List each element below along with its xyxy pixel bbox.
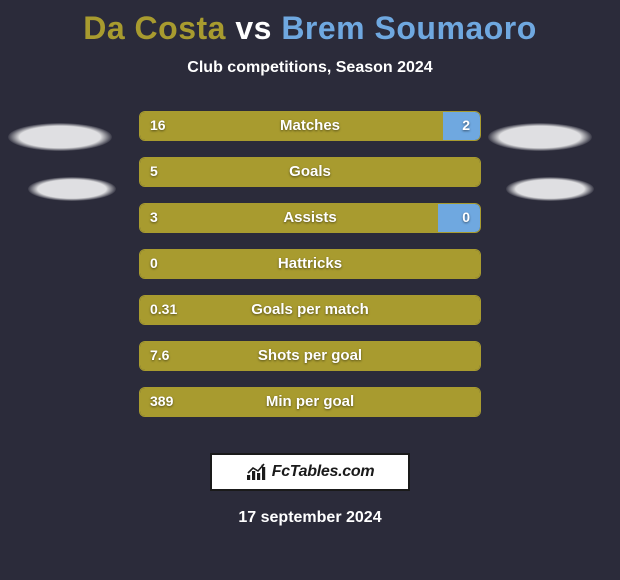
site-badge-text: FcTables.com (272, 463, 375, 481)
stat-label: Shots per goal (140, 342, 480, 369)
site-badge[interactable]: FcTables.com (210, 453, 410, 491)
player2-name: Brem Soumaoro (281, 10, 536, 46)
stat-row: 389Min per goal (139, 387, 481, 417)
player1-name: Da Costa (83, 10, 226, 46)
stats-area: 162Matches 5Goals 30Assists 0Hattricks 0.31G… (0, 111, 620, 431)
subtitle: Club competitions, Season 2024 (0, 59, 620, 77)
chart-icon (246, 463, 268, 481)
stat-label: Goals per match (140, 296, 480, 323)
stat-row: 5Goals (139, 157, 481, 187)
stat-label: Goals (140, 158, 480, 185)
stat-label: Hattricks (140, 250, 480, 277)
stat-label: Assists (140, 204, 480, 231)
stat-label: Matches (140, 112, 480, 139)
stat-row: 162Matches (139, 111, 481, 141)
stat-row: 0Hattricks (139, 249, 481, 279)
stat-row: 0.31Goals per match (139, 295, 481, 325)
vs-text: vs (226, 10, 281, 46)
stat-row: 30Assists (139, 203, 481, 233)
comparison-title: Da Costa vs Brem Soumaoro (0, 0, 620, 47)
stat-label: Min per goal (140, 388, 480, 415)
stat-row: 7.6Shots per goal (139, 341, 481, 371)
date-text: 17 september 2024 (0, 509, 620, 527)
